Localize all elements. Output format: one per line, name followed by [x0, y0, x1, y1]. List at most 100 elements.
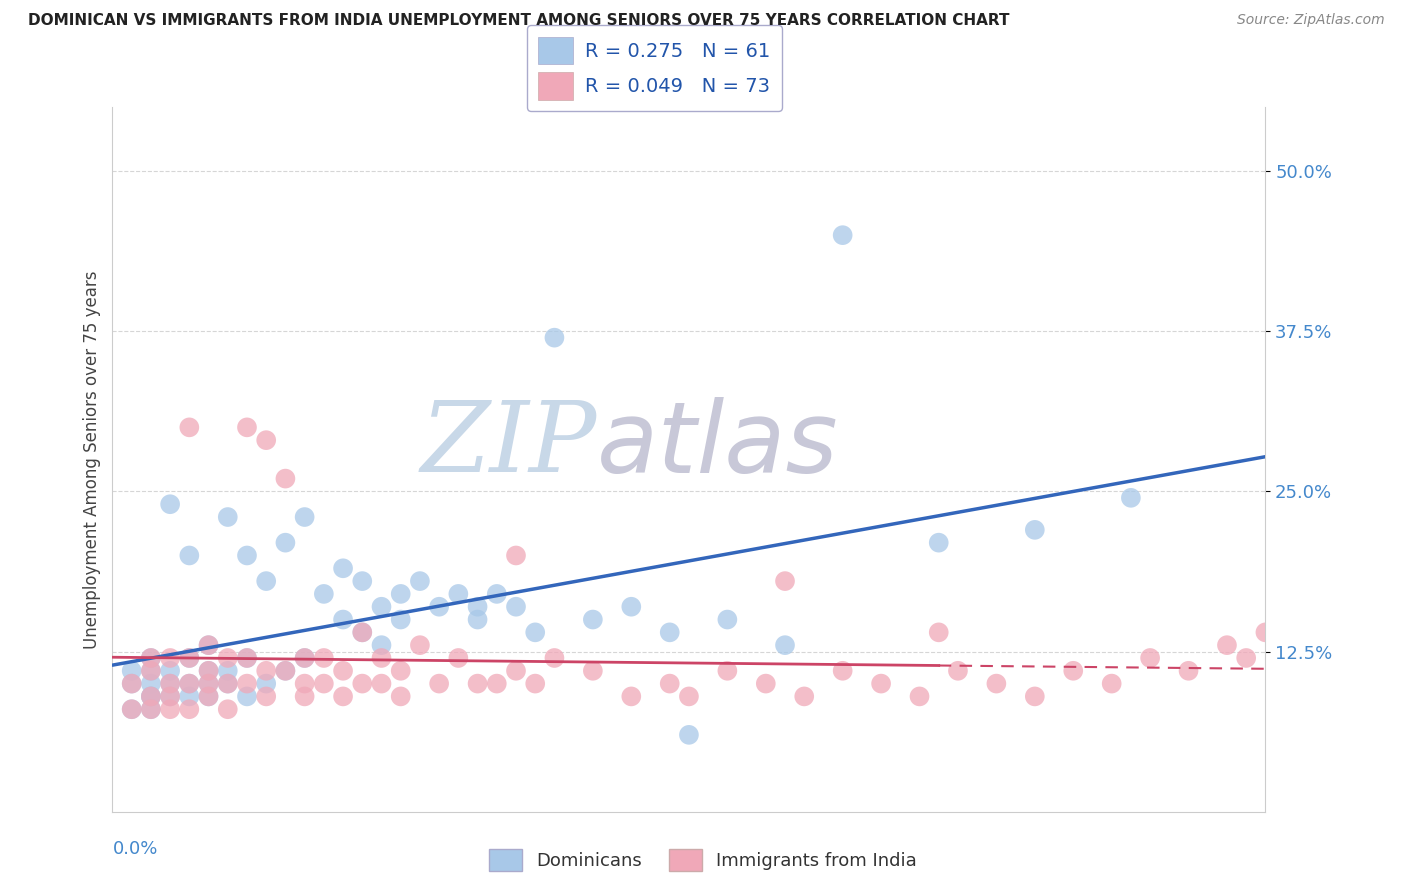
Point: [1139, 651, 1161, 665]
Point: [524, 676, 547, 690]
Point: [773, 638, 796, 652]
Point: [352, 574, 374, 588]
Point: [986, 676, 1008, 690]
Point: [409, 574, 432, 588]
Point: [197, 690, 219, 704]
Legend: R = 0.275   N = 61, R = 0.049   N = 73: R = 0.275 N = 61, R = 0.049 N = 73: [527, 25, 782, 112]
Point: [312, 651, 335, 665]
Point: [389, 613, 412, 627]
Point: [1024, 523, 1046, 537]
Point: [928, 535, 950, 549]
Point: [294, 676, 316, 690]
Point: [1119, 491, 1142, 505]
Point: [447, 587, 470, 601]
Point: [332, 561, 354, 575]
Point: [139, 664, 162, 678]
Point: [620, 690, 643, 704]
Point: [352, 625, 374, 640]
Point: [620, 599, 643, 614]
Point: [179, 702, 201, 716]
Point: [831, 228, 853, 243]
Point: [678, 728, 700, 742]
Point: [159, 651, 181, 665]
Point: [179, 651, 201, 665]
Point: [543, 331, 565, 345]
Point: [524, 625, 547, 640]
Point: [908, 690, 931, 704]
Point: [159, 702, 181, 716]
Point: [236, 549, 259, 563]
Point: [389, 664, 412, 678]
Point: [658, 676, 681, 690]
Point: [312, 676, 335, 690]
Point: [139, 702, 162, 716]
Point: [1254, 625, 1277, 640]
Point: [427, 599, 450, 614]
Point: [139, 702, 162, 716]
Point: [1216, 638, 1239, 652]
Point: [946, 664, 969, 678]
Point: [159, 676, 181, 690]
Point: [179, 676, 201, 690]
Point: [254, 690, 277, 704]
Point: [505, 664, 527, 678]
Point: [139, 676, 162, 690]
Point: [294, 651, 316, 665]
Point: [332, 664, 354, 678]
Point: [217, 676, 239, 690]
Point: [179, 676, 201, 690]
Point: [870, 676, 893, 690]
Point: [197, 638, 219, 652]
Point: [159, 664, 181, 678]
Point: [467, 613, 489, 627]
Point: [121, 676, 143, 690]
Point: [370, 638, 392, 652]
Point: [793, 690, 815, 704]
Point: [467, 599, 489, 614]
Point: [678, 690, 700, 704]
Point: [582, 613, 605, 627]
Point: [217, 651, 239, 665]
Point: [197, 676, 219, 690]
Point: [505, 599, 527, 614]
Point: [236, 651, 259, 665]
Point: [447, 651, 470, 665]
Point: [409, 638, 432, 652]
Text: DOMINICAN VS IMMIGRANTS FROM INDIA UNEMPLOYMENT AMONG SENIORS OVER 75 YEARS CORR: DOMINICAN VS IMMIGRANTS FROM INDIA UNEMP…: [28, 13, 1010, 29]
Text: ZIP: ZIP: [420, 398, 596, 493]
Point: [217, 676, 239, 690]
Point: [427, 676, 450, 690]
Point: [139, 651, 162, 665]
Point: [389, 690, 412, 704]
Point: [1177, 664, 1199, 678]
Point: [312, 587, 335, 601]
Point: [236, 676, 259, 690]
Point: [197, 664, 219, 678]
Point: [254, 433, 277, 447]
Legend: Dominicans, Immigrants from India: Dominicans, Immigrants from India: [482, 842, 924, 879]
Text: atlas: atlas: [596, 397, 838, 494]
Point: [716, 613, 738, 627]
Point: [274, 664, 297, 678]
Point: [274, 535, 297, 549]
Text: 0.0%: 0.0%: [112, 840, 157, 858]
Point: [485, 676, 508, 690]
Point: [294, 690, 316, 704]
Point: [658, 625, 681, 640]
Point: [159, 497, 181, 511]
Point: [179, 651, 201, 665]
Point: [1234, 651, 1257, 665]
Point: [254, 574, 277, 588]
Point: [217, 510, 239, 524]
Point: [505, 549, 527, 563]
Point: [179, 420, 201, 434]
Point: [197, 690, 219, 704]
Point: [294, 510, 316, 524]
Point: [467, 676, 489, 690]
Point: [254, 664, 277, 678]
Point: [197, 664, 219, 678]
Point: [370, 676, 392, 690]
Text: Source: ZipAtlas.com: Source: ZipAtlas.com: [1237, 13, 1385, 28]
Point: [1101, 676, 1123, 690]
Point: [179, 549, 201, 563]
